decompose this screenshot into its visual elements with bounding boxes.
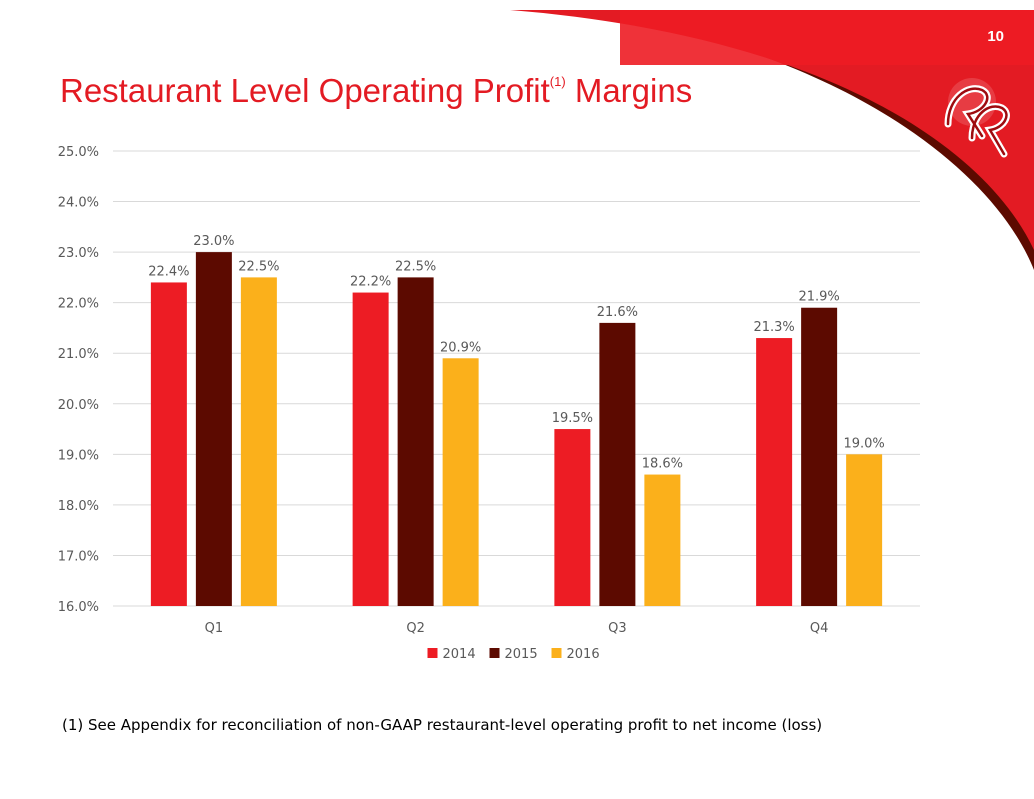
y-tick-label: 21.0%: [58, 347, 99, 362]
bar-2014-q3: [554, 429, 591, 606]
bar-2015-q3: [599, 322, 636, 606]
legend-label: 2014: [443, 647, 476, 662]
data-label: 20.9%: [440, 340, 481, 355]
data-label: 22.5%: [395, 259, 436, 274]
bar-2016-q3: [644, 474, 681, 606]
data-label: 22.5%: [238, 259, 279, 274]
y-tick-label: 24.0%: [58, 196, 99, 211]
title-main: Restaurant Level Operating Profit: [60, 72, 550, 109]
y-tick-label: 19.0%: [58, 448, 99, 463]
y-tick-label: 20.0%: [58, 398, 99, 413]
page-title: Restaurant Level Operating Profit(1) Mar…: [60, 72, 692, 110]
bar-2014-q4: [756, 338, 793, 606]
y-tick-label: 25.0%: [58, 145, 99, 160]
title-footnote-marker: (1): [549, 74, 566, 89]
bar-2015-q1: [195, 252, 232, 606]
data-label: 22.2%: [350, 275, 391, 290]
y-tick-label: 23.0%: [58, 246, 99, 261]
legend-label: 2015: [505, 647, 538, 662]
data-label: 23.0%: [193, 234, 234, 249]
y-tick-label: 18.0%: [58, 499, 99, 514]
data-label: 19.0%: [843, 436, 884, 451]
data-label: 21.3%: [753, 320, 794, 335]
legend-swatch-2016: [551, 648, 562, 658]
data-label: 18.6%: [642, 457, 683, 472]
bar-2014-q1: [150, 282, 187, 606]
data-label: 22.4%: [148, 264, 189, 279]
data-label: 21.9%: [798, 290, 839, 305]
title-suffix: Margins: [574, 72, 693, 109]
data-label: 19.5%: [552, 411, 593, 426]
x-tick-label: Q2: [406, 621, 425, 636]
y-tick-label: 16.0%: [58, 600, 99, 615]
bar-2015-q4: [801, 307, 838, 606]
swoosh-red: [510, 10, 1034, 250]
data-label: 21.6%: [597, 305, 638, 320]
bar-2014-q2: [352, 292, 389, 606]
swoosh-band: [620, 10, 1034, 65]
x-tick-label: Q4: [810, 621, 829, 636]
bar-2016-q4: [846, 454, 883, 606]
bar-2016-q1: [240, 277, 277, 606]
x-tick-label: Q3: [608, 621, 627, 636]
x-tick-label: Q1: [205, 621, 224, 636]
y-tick-label: 22.0%: [58, 297, 99, 312]
y-tick-label: 17.0%: [58, 549, 99, 564]
bar-2015-q2: [397, 277, 434, 606]
footnote: (1) See Appendix for reconciliation of n…: [62, 716, 823, 734]
bar-2016-q2: [442, 358, 479, 606]
legend-swatch-2014: [427, 648, 438, 658]
legend-label: 2016: [567, 647, 600, 662]
legend-swatch-2015: [489, 648, 500, 658]
red-robin-rr-logo-icon: [944, 78, 1010, 158]
page-number: 10: [987, 28, 1004, 45]
